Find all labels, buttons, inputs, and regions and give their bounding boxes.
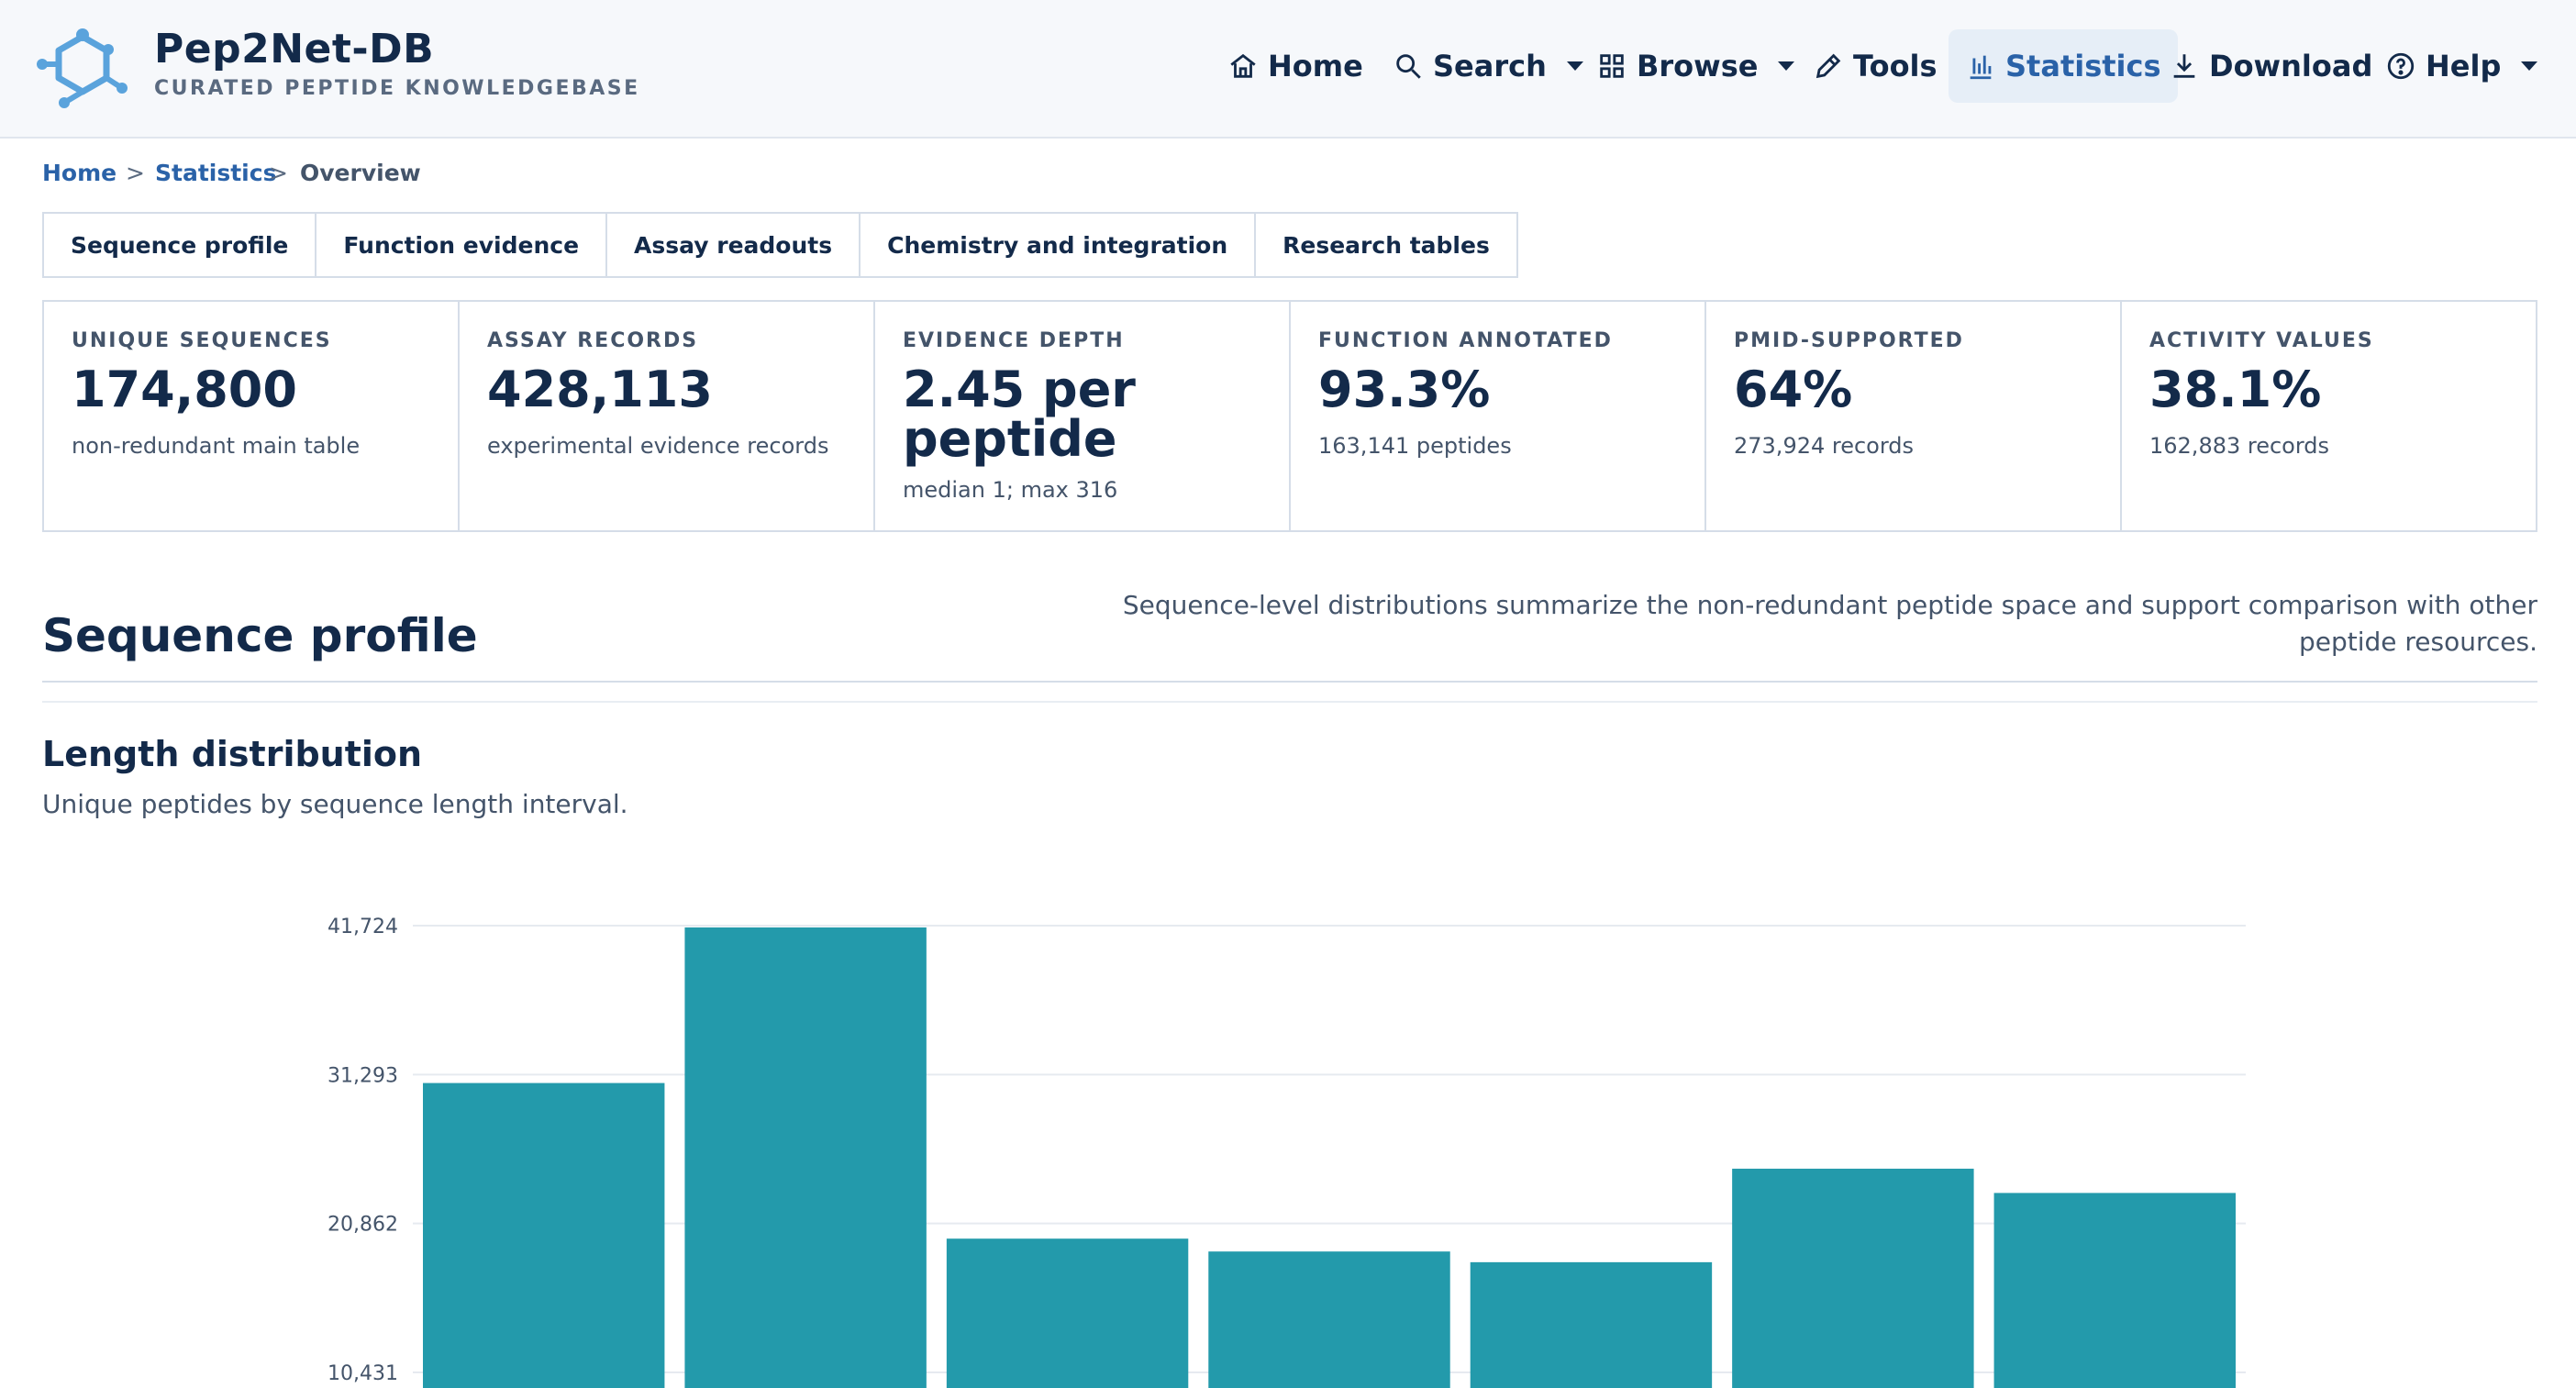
grid-icon	[1600, 54, 1624, 78]
stat-card-function-annotated: FUNCTION ANNOTATED 93.3% 163,141 peptide…	[1291, 302, 1706, 530]
chart-title: Length distribution	[42, 734, 423, 774]
chevron-down-icon	[1566, 61, 1583, 71]
stat-value: 64%	[1734, 361, 1853, 418]
brand-title[interactable]: Pep2Net-DB	[154, 26, 435, 72]
search-icon	[1396, 54, 1421, 79]
statistics-tabs: Sequence profile Function evidence Assay…	[42, 212, 1518, 278]
length-bar[interactable]	[946, 1238, 1189, 1388]
nav-download-label: Download	[2209, 49, 2373, 83]
stat-value: 38.1%	[2149, 361, 2322, 418]
stat-card-assay-records: ASSAY RECORDS 428,113 experimental evide…	[460, 302, 875, 530]
peptide-logo-icon[interactable]	[37, 28, 128, 108]
summary-cards: UNIQUE SEQUENCES 174,800 non-redundant m…	[42, 300, 2537, 532]
nav-search[interactable]: Search	[1376, 29, 1600, 103]
section-description: Sequence-level distributions summarize t…	[1122, 590, 2537, 657]
nav-browse-label: Browse	[1637, 49, 1759, 83]
brand-subtitle: CURATED PEPTIDE KNOWLEDGEBASE	[154, 77, 640, 100]
chevron-down-icon	[2521, 61, 2538, 71]
breadcrumb-separator: >	[269, 160, 288, 186]
tab-function-evidence[interactable]: Function evidence	[316, 214, 608, 276]
section-title: Sequence profile	[42, 609, 478, 662]
nav-home[interactable]: Home	[1211, 29, 1380, 103]
y-tick-label: 20,862	[328, 1214, 398, 1237]
stat-label: PMID-SUPPORTED	[1734, 329, 1964, 352]
nav-statistics-label: Statistics	[2005, 49, 2161, 83]
stat-value: 2.45 per peptide	[903, 361, 1136, 468]
length-bar[interactable]	[1732, 1168, 1974, 1388]
y-tick-label: 41,724	[328, 916, 398, 938]
breadcrumb-statistics[interactable]: Statistics	[155, 160, 277, 186]
stat-note: non-redundant main table	[72, 433, 361, 459]
stat-label: FUNCTION ANNOTATED	[1318, 329, 1613, 352]
nav-help-label: Help	[2426, 49, 2502, 83]
stat-note: 162,883 records	[2149, 433, 2330, 459]
nav-tools-label: Tools	[1853, 49, 1938, 83]
stat-card-evidence-depth: EVIDENCE DEPTH 2.45 per peptide median 1…	[875, 302, 1291, 530]
app-header: Pep2Net-DB CURATED PEPTIDE KNOWLEDGEBASE…	[0, 0, 2576, 139]
stat-label: ASSAY RECORDS	[487, 329, 699, 352]
bar-chart-icon	[1970, 55, 1992, 80]
length-bar[interactable]	[1993, 1193, 2236, 1388]
nav-search-label: Search	[1433, 49, 1547, 83]
tab-research-tables[interactable]: Research tables	[1256, 214, 1516, 276]
section-divider	[42, 681, 2537, 683]
tab-chemistry-integration[interactable]: Chemistry and integration	[861, 214, 1257, 276]
chart-subtitle: Unique peptides by sequence length inter…	[42, 789, 628, 819]
stat-card-unique-sequences: UNIQUE SEQUENCES 174,800 non-redundant m…	[44, 302, 460, 530]
stat-note: 273,924 records	[1734, 433, 1915, 459]
length-bar[interactable]	[684, 927, 927, 1388]
length-bar[interactable]	[1208, 1251, 1450, 1388]
chevron-down-icon	[1778, 61, 1795, 71]
stat-value: 174,800	[72, 361, 297, 418]
nav-home-label: Home	[1268, 49, 1363, 83]
nav-statistics[interactable]: Statistics	[1949, 29, 2178, 103]
length-bar[interactable]	[1470, 1261, 1713, 1388]
nav-tools[interactable]: Tools	[1796, 29, 1954, 103]
help-icon	[2387, 52, 2415, 80]
stat-card-pmid-supported: PMID-SUPPORTED 64% 273,924 records	[1706, 302, 2122, 530]
y-tick-label: 10,431	[328, 1362, 398, 1385]
stat-label: EVIDENCE DEPTH	[903, 329, 1125, 352]
breadcrumb-current: Overview	[300, 160, 421, 186]
stat-value: 93.3%	[1318, 361, 1491, 418]
breadcrumb-separator: >	[126, 160, 145, 186]
stat-note: experimental evidence records	[487, 433, 829, 459]
tab-assay-readouts[interactable]: Assay readouts	[607, 214, 861, 276]
stat-card-activity-values: ACTIVITY VALUES 38.1% 162,883 records	[2122, 302, 2536, 530]
home-icon	[1230, 53, 1256, 78]
stat-value: 428,113	[487, 361, 713, 418]
download-icon	[2173, 54, 2195, 78]
breadcrumb-home[interactable]: Home	[42, 160, 117, 186]
tab-sequence-profile[interactable]: Sequence profile	[44, 214, 317, 276]
section-divider	[42, 701, 2537, 703]
nav-download[interactable]: Download	[2152, 29, 2389, 103]
length-bar[interactable]	[423, 1083, 665, 1388]
nav-help[interactable]: Help	[2369, 29, 2554, 103]
stat-label: UNIQUE SEQUENCES	[72, 329, 332, 352]
y-tick-label: 31,293	[328, 1064, 398, 1087]
stat-label: ACTIVITY VALUES	[2149, 329, 2374, 352]
stat-note: median 1; max 316	[903, 477, 1118, 503]
pencil-icon	[1815, 53, 1841, 79]
nav-browse[interactable]: Browse	[1580, 29, 1811, 103]
length-distribution-chart: 10,431 20,862 31,293 41,724	[328, 916, 2246, 1388]
stat-note: 163,141 peptides	[1318, 433, 1512, 459]
